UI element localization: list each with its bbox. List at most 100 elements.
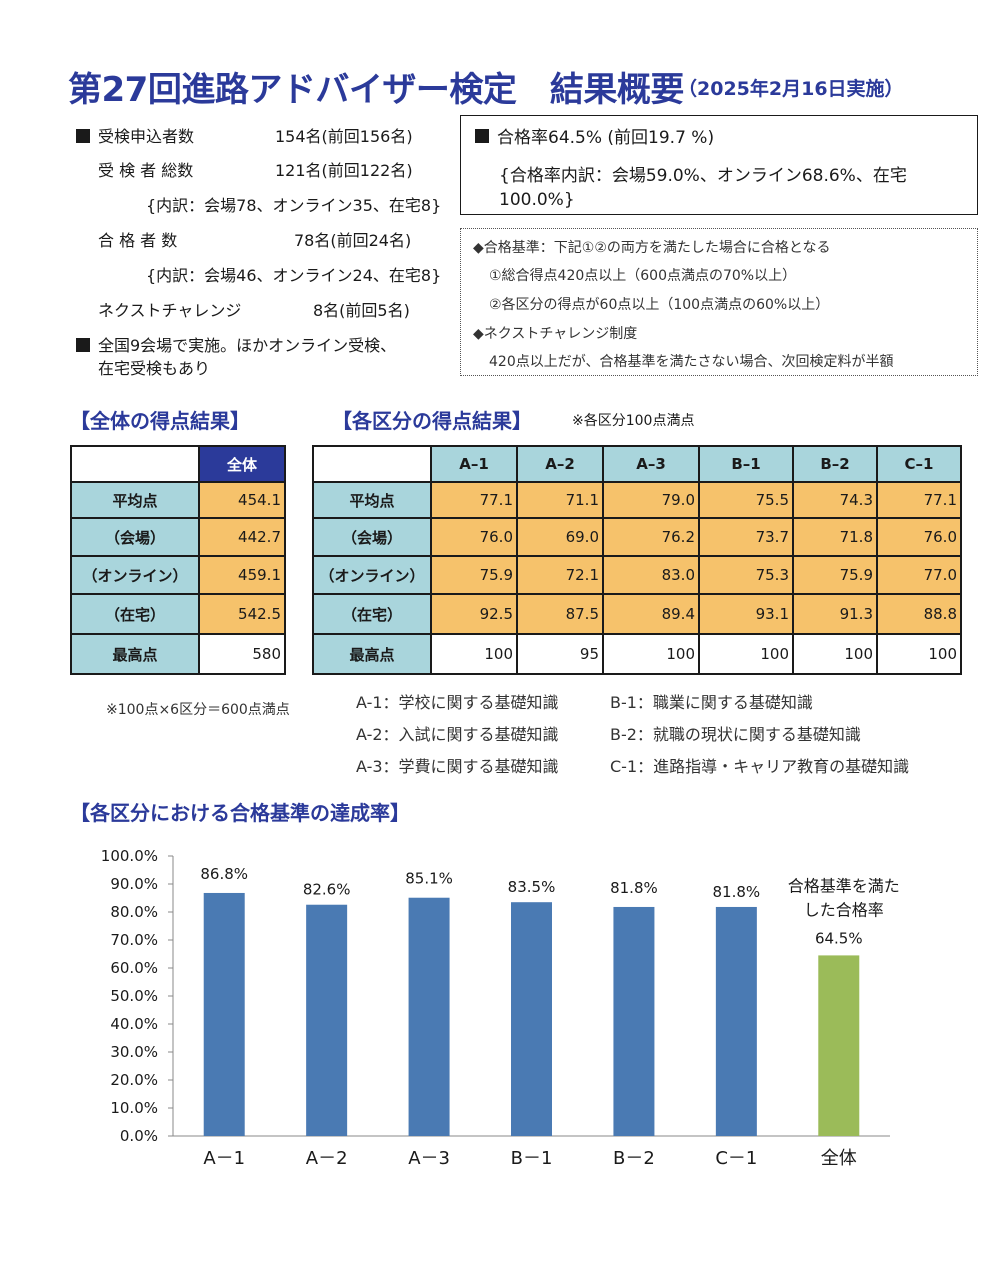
- table-cell: 454.1: [198, 481, 286, 519]
- overall-heading: 【全体の得点結果】: [70, 409, 250, 433]
- table-cell: 100: [602, 633, 700, 675]
- table-cell: 100: [876, 633, 962, 675]
- bar: [203, 892, 245, 1136]
- overall-header: 全体: [198, 445, 286, 483]
- table-cell: 76.0: [876, 517, 962, 557]
- y-tick-label: 70.0%: [110, 931, 158, 949]
- table-cell: 442.7: [198, 517, 286, 557]
- data-label: 81.8%: [713, 883, 761, 901]
- overall-bar: [818, 955, 860, 1136]
- table-cell: 79.0: [602, 481, 700, 519]
- venue-note: 全国9会場で実施。ほかオンライン受検、: [76, 336, 396, 356]
- overall-score-table: 全体 平均点 454.1 （会場） 442.7 （オンライン） 459.1 （在…: [70, 445, 286, 675]
- table-cell: 100: [698, 633, 794, 675]
- next-challenge-value: 8名(前回5名): [313, 301, 410, 320]
- venue-note-2: 在宅受検もあり: [98, 359, 211, 378]
- table-corner-cell: [312, 445, 432, 483]
- column-header: A–2: [516, 445, 604, 483]
- y-tick-label: 60.0%: [110, 959, 158, 977]
- x-tick-label: B－1: [511, 1148, 553, 1169]
- criteria-line: ②各区分の得点が60点以上（100点満点の60%以上）: [489, 297, 830, 313]
- row-label: 最高点: [70, 633, 200, 675]
- column-header: B–1: [698, 445, 794, 483]
- legend-c1: C-1：進路指導・キャリア教育の基礎知識: [610, 757, 910, 776]
- criteria-line: ◆合格基準：下記①②の両方を満たした場合に合格となる: [473, 240, 831, 256]
- table-cell: 75.9: [430, 555, 518, 595]
- pass-rate: 合格率64.5% (前回19.7 %): [475, 128, 714, 148]
- row-label: 平均点: [70, 481, 200, 519]
- data-label: 81.8%: [610, 879, 658, 897]
- table-cell: 88.8: [876, 593, 962, 635]
- table-cell: 83.0: [602, 555, 700, 595]
- table-cell: 77.1: [430, 481, 518, 519]
- examinees-breakdown: {内訳：会場78、オンライン35、在宅8}: [146, 196, 442, 215]
- applicants-row: 受検申込者数: [76, 127, 194, 147]
- column-header: C–1: [876, 445, 962, 483]
- bar: [613, 906, 655, 1136]
- x-tick-label: A－1: [203, 1148, 245, 1169]
- column-header: A–1: [430, 445, 518, 483]
- overall-note: ※100点×6区分＝600点満点: [106, 702, 290, 718]
- table-cell: 75.3: [698, 555, 794, 595]
- data-label: 86.8%: [200, 865, 248, 883]
- criteria-line: 420点以上だが、合格基準を満たさない場合、次回検定料が半額: [489, 354, 894, 370]
- row-label: （オンライン）: [70, 555, 200, 595]
- chart-heading: 【各区分における合格基準の達成率】: [70, 801, 410, 825]
- examinees-value: 121名(前回122名): [275, 161, 413, 180]
- data-label: 83.5%: [508, 878, 556, 896]
- passers-label: 合 格 者 数: [98, 231, 178, 250]
- applicants-label: 受検申込者数: [98, 127, 195, 146]
- bar: [715, 906, 757, 1136]
- x-tick-label: A－3: [408, 1148, 450, 1169]
- achievement-rate-chart: 0.0% 10.0% 20.0% 30.0% 40.0% 50.0% 60.0% 70.0% 8…: [101, 847, 900, 1169]
- criteria-line: ①総合得点420点以上（600点満点の70%以上）: [489, 268, 797, 284]
- bar: [511, 902, 552, 1136]
- bar: [408, 897, 450, 1136]
- table-cell: 77.1: [876, 481, 962, 519]
- y-tick-label: 40.0%: [110, 1015, 158, 1033]
- y-tick-label: 30.0%: [110, 1043, 158, 1061]
- overall-annotation: 合格基準を満た: [788, 876, 900, 895]
- row-label: （会場）: [312, 517, 432, 557]
- pass-rate-breakdown-2: 100.0%}: [499, 190, 575, 210]
- square-bullet-icon: [475, 129, 489, 143]
- table-cell: 77.0: [876, 555, 962, 595]
- table-cell: 92.5: [430, 593, 518, 635]
- table-cell: 580: [198, 633, 286, 675]
- bar: [306, 904, 348, 1136]
- y-tick-label: 90.0%: [110, 875, 158, 893]
- table-cell: 100: [430, 633, 518, 675]
- table-cell: 87.5: [516, 593, 604, 635]
- square-bullet-icon: [76, 128, 90, 143]
- x-tick-label: 全体: [821, 1148, 857, 1169]
- row-label: （在宅）: [70, 593, 200, 635]
- section-note: ※各区分100点満点: [572, 413, 695, 429]
- next-challenge-label: ネクストチャレンジ: [98, 301, 242, 320]
- applicants-value: 154名(前回156名): [275, 127, 413, 146]
- legend-a1: A-1：学校に関する基礎知識: [356, 693, 559, 712]
- table-cell: 100: [792, 633, 878, 675]
- y-tick-label: 100.0%: [101, 847, 158, 865]
- examinees-label: 受 検 者 総数: [98, 161, 194, 180]
- table-cell: 95: [516, 633, 604, 675]
- pass-rate-box: 合格率64.5% (前回19.7 %) {合格率内訳：会場59.0%、オンライン…: [460, 115, 978, 215]
- table-cell: 75.9: [792, 555, 878, 595]
- data-label: 85.1%: [405, 870, 453, 888]
- section-score-table: A–1 A–2 A–3 B–1 B–2 C–1 平均点 77.1 71.1 79…: [312, 445, 962, 675]
- x-tick-label: B－2: [613, 1148, 655, 1169]
- passers-value: 78名(前回24名): [294, 231, 412, 250]
- y-tick-label: 50.0%: [110, 987, 158, 1005]
- table-cell: 71.8: [792, 517, 878, 557]
- row-label: 最高点: [312, 633, 432, 675]
- table-cell: 75.5: [698, 481, 794, 519]
- table-cell: 93.1: [698, 593, 794, 635]
- table-cell: 74.3: [792, 481, 878, 519]
- legend-a2: A-2：入試に関する基礎知識: [356, 725, 559, 744]
- y-tick-label: 0.0%: [120, 1127, 158, 1145]
- row-label: （オンライン）: [312, 555, 432, 595]
- section-heading: 【各区分の得点結果】: [332, 409, 532, 433]
- table-cell: 459.1: [198, 555, 286, 595]
- legend-b1: B-1：職業に関する基礎知識: [610, 693, 813, 712]
- exam-date: （2025年2月16日実施）: [678, 78, 904, 100]
- x-tick-label: A－2: [306, 1148, 348, 1169]
